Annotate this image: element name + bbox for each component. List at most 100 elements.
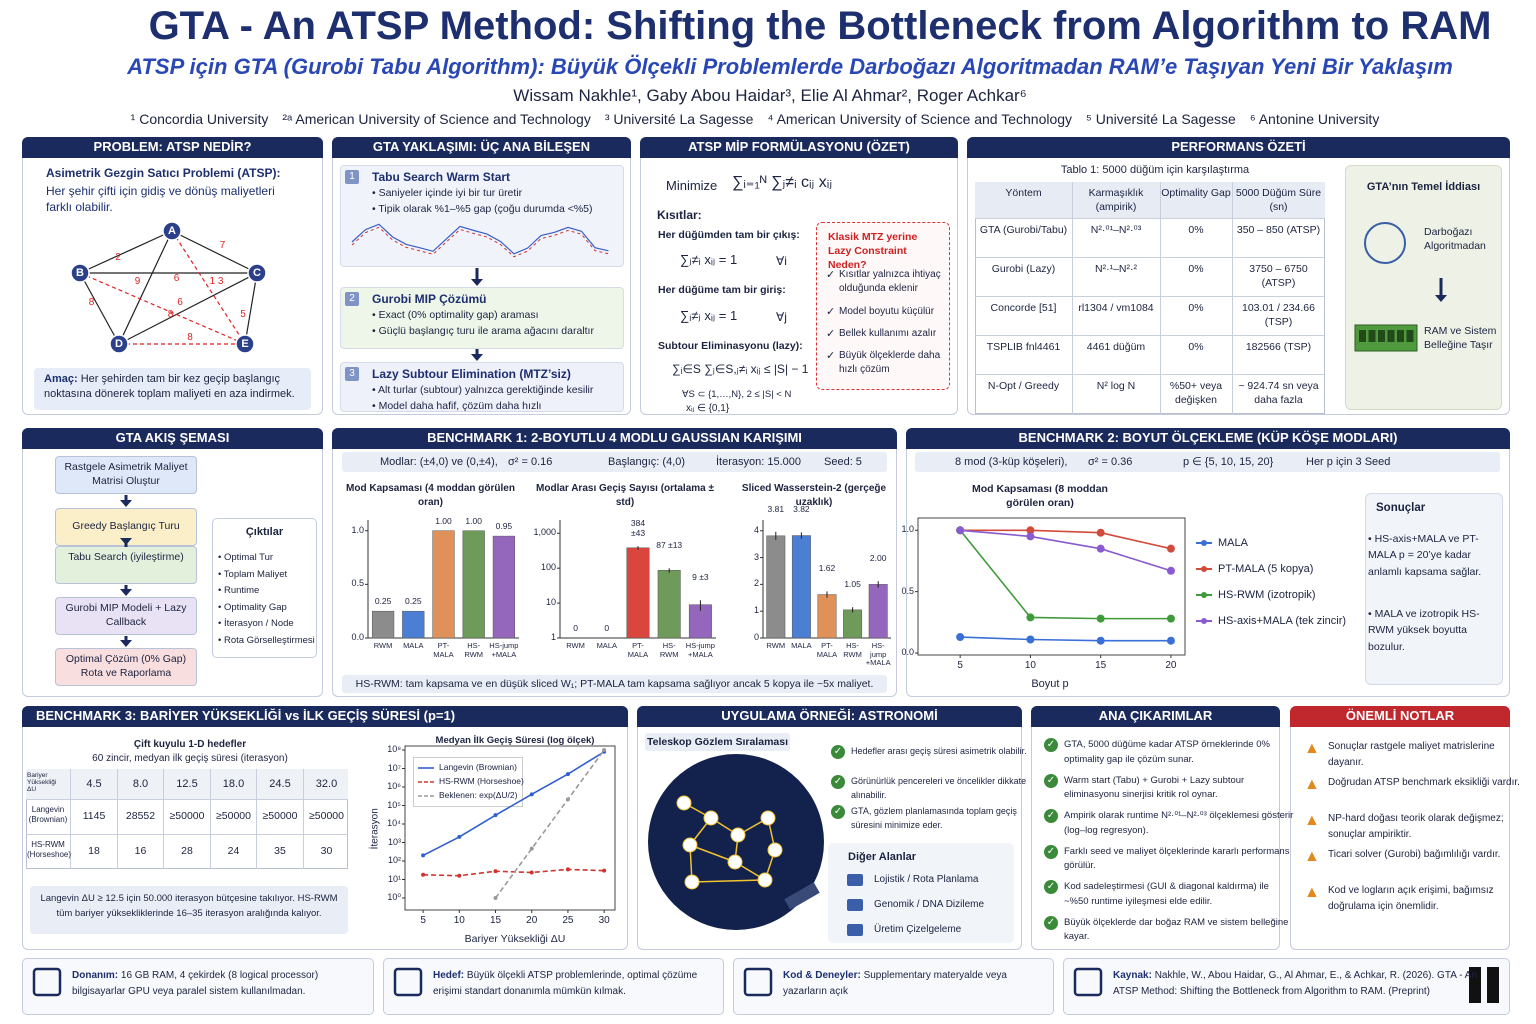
arrow-head — [471, 354, 483, 361]
table-cell: ≥50000 — [216, 810, 251, 822]
output-item: Optimality Gap — [218, 602, 316, 615]
col-rule — [70, 769, 71, 869]
affiliation: ³ Université La Sagesse — [604, 111, 754, 127]
affiliation: ²ᵃ American University of Science and Te… — [282, 111, 591, 127]
point — [1026, 526, 1035, 535]
takeaway: Farklı seed ve maliyet ölçeklerinde kara… — [1044, 844, 1294, 874]
arrow-head — [120, 640, 132, 647]
ram-chip — [1387, 330, 1395, 342]
ram-chip — [1378, 330, 1385, 342]
panel-header — [332, 428, 897, 449]
table-head — [26, 769, 348, 799]
x-tick-label: PT-MALA — [433, 641, 454, 659]
legend-label: Beklenen: exp(ΔU/2) — [439, 790, 518, 800]
info-item: İterasyon: 15.000 — [716, 456, 802, 468]
node-label: A — [168, 225, 176, 237]
panel-header — [22, 137, 323, 158]
point — [493, 896, 498, 900]
y-tick-label: 10³ — [387, 836, 401, 847]
value-label: 1.00 — [435, 515, 452, 526]
goal-text: Her şehirden tam bir kez geçip başlangıç… — [44, 373, 295, 400]
x-tick-label: 20 — [526, 915, 538, 926]
affiliation: ⁶ Antonine University — [1249, 111, 1380, 127]
legend-swatch-dot — [1201, 592, 1207, 598]
qr-cell — [1493, 979, 1499, 985]
x-tick-label: RWM — [373, 641, 393, 650]
panel-header — [22, 706, 628, 727]
check-mark: ✓ — [826, 328, 836, 340]
flow-step-label: Gurobi MIP Modeli + Lazy Callback — [65, 602, 187, 629]
x-tick-label: 25 — [562, 915, 574, 926]
row-rule — [975, 374, 1325, 375]
table-cell: %50+ veya değişken — [1169, 380, 1223, 407]
table-cell: 16 — [134, 845, 147, 857]
qr-cell — [1469, 967, 1475, 973]
output-item: İterasyon / Node — [218, 618, 316, 631]
x-tick-label: 15 — [1095, 660, 1107, 671]
x-tick-label: MALA — [791, 641, 812, 650]
affiliation: ⁵ Université La Sagesse — [1086, 111, 1236, 127]
output-item: Optimal Tur — [218, 552, 316, 565]
point — [956, 526, 965, 535]
result-item: MALA ve izotropik HS-RWM yüksek boyutta … — [1368, 606, 1498, 655]
qr-cell — [1475, 979, 1481, 985]
legend-label: PT-MALA (5 kopya) — [1218, 563, 1314, 575]
edge — [171, 230, 258, 274]
footer-label: Kod & Deneyler: — [783, 970, 861, 981]
point — [1026, 532, 1035, 541]
edge — [244, 272, 258, 345]
footer-box — [1063, 958, 1510, 1015]
note-box — [30, 886, 348, 934]
panel-title: ATSP MİP FORMÜLASYONU (ÖZET) — [688, 139, 910, 154]
value-label: 0 — [604, 623, 610, 633]
legend-label: HS-RWM (izotropik) — [1218, 589, 1316, 601]
quantifier: ∀i — [776, 254, 787, 268]
ram-chip — [1368, 330, 1376, 342]
y-tick-label: 10⁰ — [387, 892, 401, 902]
table-cell: 35 — [274, 845, 286, 857]
y-tick-label: 10¹ — [387, 873, 401, 884]
table-cell: 3750 – 6750 (ATSP) — [1249, 263, 1308, 290]
equation: ∑ᵢ≠ⱼ xᵢⱼ = 1 — [680, 308, 738, 323]
panel-header — [22, 428, 323, 449]
x-tick-label: RWM — [566, 641, 585, 650]
check-item: Görünürlük pencereleri ve öncelikler dik… — [831, 775, 1039, 802]
x-tick-label: HS-jump +MALA — [685, 641, 715, 659]
footer-value: 16 GB RAM, 4 çekirdek (8 logical process… — [72, 970, 319, 997]
footer-icon — [393, 967, 423, 997]
title: GTA - An ATSP Method: Shifting the Bottl… — [148, 4, 1492, 48]
subtitle: ATSP için GTA (Gurobi Tabu Algorithm): B… — [127, 54, 1453, 79]
qr-cell — [1469, 985, 1475, 991]
node — [109, 334, 129, 354]
col-rule — [1160, 182, 1161, 414]
table-cell: N² log N — [1096, 380, 1136, 392]
flow-step — [55, 597, 197, 635]
flow-step-label: Tabu Search (iyileştirme) — [68, 551, 184, 563]
table-header: Yöntem — [1005, 187, 1042, 199]
chart-title: Modlar Arası Geçiş Sayısı (ortalama ± st… — [536, 483, 714, 508]
note-item: Ticari solver (Gurobi) bağımlılığı vardı… — [1304, 845, 1528, 869]
info-bar — [915, 452, 1500, 472]
point — [565, 797, 570, 802]
route — [689, 844, 736, 863]
edge — [171, 230, 246, 345]
result-item: HS-axis+MALA ve PT-MALA p = 20’ye kadar … — [1368, 531, 1498, 580]
y-tick-label: 1,000 — [533, 527, 556, 538]
table-cell: N²·⁰¹–N²·⁰³ — [1090, 224, 1142, 236]
bar — [462, 530, 485, 639]
y-tick-label: 2 — [753, 578, 759, 589]
qr-cell — [1487, 967, 1493, 973]
point — [421, 853, 426, 858]
value-label: 1.00 — [465, 515, 482, 526]
output-item: Rota Görselleştirmesi — [218, 635, 316, 648]
takeaway: Warm start (Tabu) + Gurobi + Lazy subtou… — [1044, 773, 1294, 803]
bar — [843, 609, 863, 639]
edge-label: 8 — [88, 296, 95, 308]
col-rule — [163, 769, 164, 869]
note-bar — [342, 675, 887, 693]
arrow-head — [1435, 295, 1447, 302]
y-tick-label: 10⁵ — [387, 799, 401, 810]
chart-title: Medyan İlk Geçiş Süresi (log ölçek) — [435, 735, 595, 746]
value-label: 1.05 — [844, 579, 861, 590]
